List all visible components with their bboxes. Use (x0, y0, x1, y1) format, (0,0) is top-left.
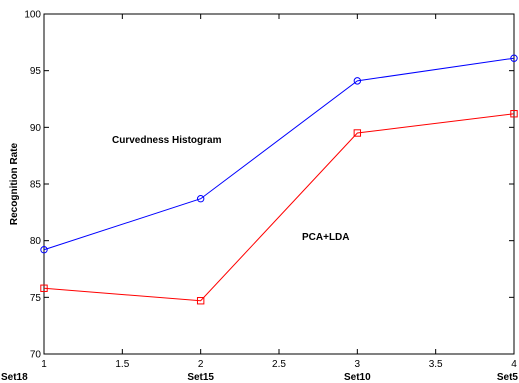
category-label: Set15 (187, 372, 214, 383)
y-axis-ticks: 70 75 80 85 90 95 100 (24, 10, 514, 361)
data-point-pca-lda (40, 284, 48, 292)
category-label: Set10 (344, 372, 371, 383)
data-point-pca-lda (196, 297, 205, 305)
x-tick-label: 1.5 (115, 359, 129, 370)
x-tick-label: 3 (355, 359, 361, 370)
category-label: Set5 (497, 372, 519, 383)
y-tick-label: 85 (30, 180, 42, 191)
data-point-pca-lda (510, 110, 518, 118)
category-label: Set18 (1, 372, 28, 383)
data-point-curvedness-histogram (196, 195, 205, 203)
series-layer (40, 54, 518, 305)
data-point-pca-lda (353, 129, 362, 137)
series-line-curvedness-histogram (43, 57, 515, 251)
x-tick-label: 1 (41, 359, 47, 370)
data-point-curvedness-histogram (510, 54, 518, 62)
y-tick-label: 80 (30, 236, 42, 247)
annotation-curvedness-histogram: Curvedness Histogram (112, 135, 222, 146)
annotation-pca-lda: PCA+LDA (302, 232, 350, 243)
y-tick-label: 95 (30, 66, 42, 77)
x-tick-label: 2 (198, 359, 204, 370)
y-tick-label: 100 (24, 10, 41, 21)
data-point-curvedness-histogram (353, 77, 362, 85)
x-tick-label: 4 (511, 359, 517, 370)
category-labels: Set18 Set15 Set10 Set5 (1, 372, 518, 383)
plot-area (43, 13, 515, 355)
series-line-pca-lda (43, 113, 515, 302)
y-tick-label: 75 (30, 293, 42, 304)
x-tick-label: 3.5 (429, 359, 443, 370)
data-point-curvedness-histogram (40, 246, 48, 254)
y-tick-label: 90 (30, 123, 42, 134)
y-axis-label: Recognition Rate (9, 142, 20, 225)
x-tick-label: 2.5 (272, 359, 286, 370)
x-axis-ticks: 1 1.5 2 2.5 3 3.5 4 (41, 14, 517, 370)
y-tick-label: 70 (30, 350, 42, 361)
